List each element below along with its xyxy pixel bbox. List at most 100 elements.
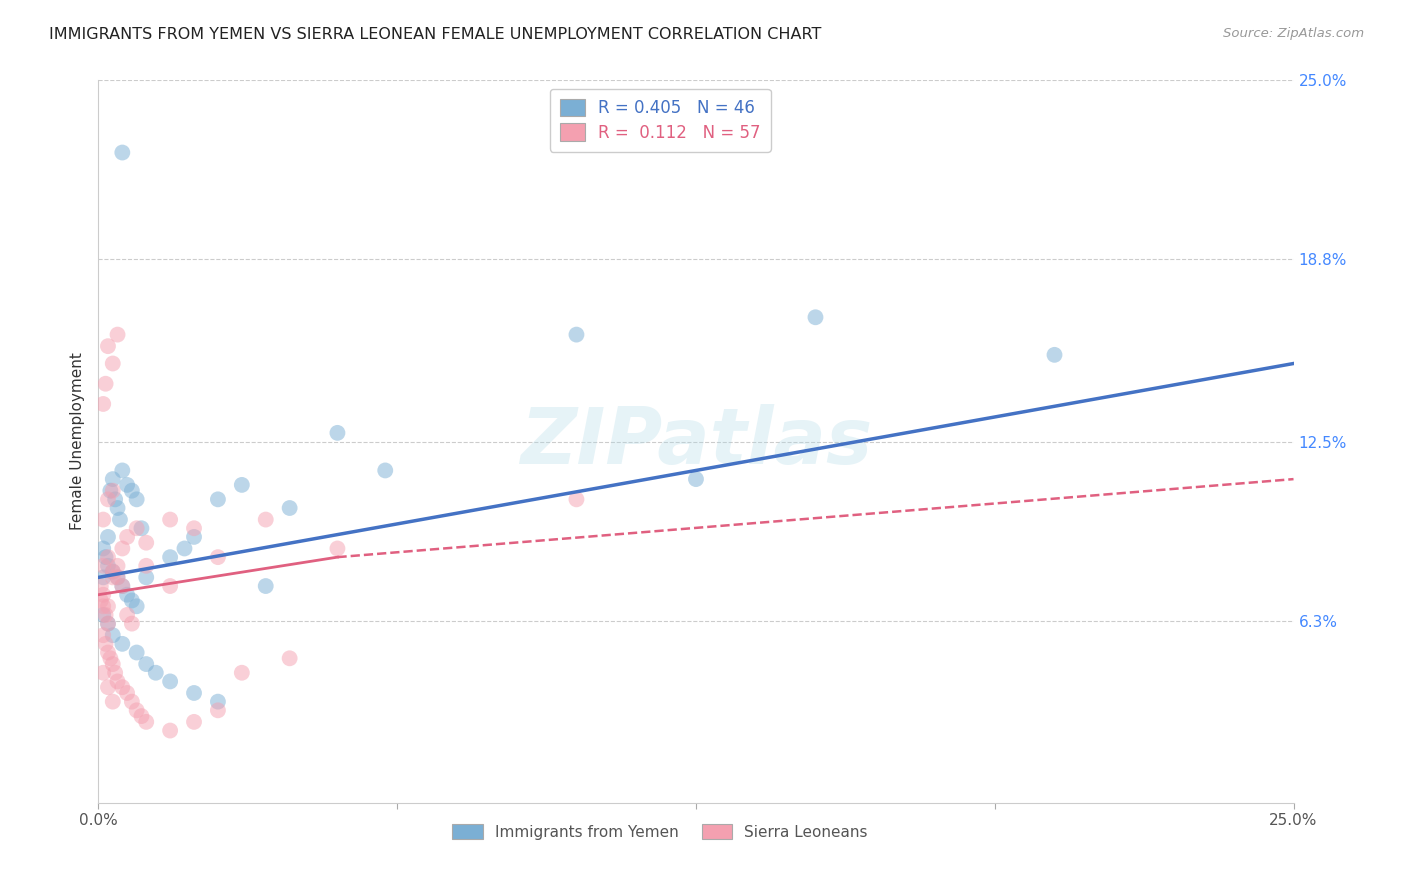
Point [159,550,181,565]
Point [97,616,120,631]
Point [107,674,129,689]
Point [91,397,114,411]
Point [326,425,349,440]
Point [135,570,157,584]
Point [97,599,120,614]
Point [804,310,827,325]
Point [97,339,120,353]
Point [131,709,153,723]
Point [104,665,127,680]
Point [97,530,120,544]
Point [91,570,114,584]
Point [91,558,114,573]
Point [565,492,588,507]
Point [97,492,120,507]
Point [111,541,134,556]
Point [231,665,253,680]
Point [91,665,114,680]
Point [183,714,205,729]
Point [125,492,148,507]
Point [254,512,277,526]
Point [125,599,148,614]
Text: IMMIGRANTS FROM YEMEN VS SIERRA LEONEAN FEMALE UNEMPLOYMENT CORRELATION CHART: IMMIGRANTS FROM YEMEN VS SIERRA LEONEAN … [49,27,821,42]
Point [107,327,129,342]
Text: Source: ZipAtlas.com: Source: ZipAtlas.com [1223,27,1364,40]
Point [183,530,205,544]
Point [111,463,134,477]
Point [90,579,112,593]
Point [231,478,253,492]
Point [101,483,124,498]
Point [159,723,181,738]
Point [111,637,134,651]
Point [159,674,181,689]
Point [121,483,143,498]
Point [98,483,122,498]
Point [111,579,134,593]
Point [254,579,277,593]
Point [115,686,138,700]
Point [135,714,157,729]
Point [207,550,229,565]
Point [115,607,138,622]
Point [111,145,134,160]
Point [207,703,229,717]
Point [101,472,124,486]
Legend: Immigrants from Yemen, Sierra Leoneans: Immigrants from Yemen, Sierra Leoneans [446,818,875,846]
Point [374,463,396,477]
Point [101,565,124,579]
Point [94,637,117,651]
Y-axis label: Female Unemployment: Female Unemployment [69,352,84,531]
Point [98,651,122,665]
Point [326,541,349,556]
Point [107,501,129,516]
Point [115,530,138,544]
Point [207,492,229,507]
Point [125,703,148,717]
Point [101,657,124,671]
Point [278,651,301,665]
Point [115,588,138,602]
Point [97,646,120,660]
Point [121,616,143,631]
Point [135,657,157,671]
Point [101,628,124,642]
Point [107,558,129,573]
Point [91,607,114,622]
Point [101,565,124,579]
Text: ZIPatlas: ZIPatlas [520,403,872,480]
Point [94,376,117,391]
Point [101,695,124,709]
Point [131,521,153,535]
Point [135,535,157,549]
Point [121,695,143,709]
Point [183,686,205,700]
Point [101,357,124,371]
Point [91,588,114,602]
Point [91,541,114,556]
Point [91,628,114,642]
Point [159,579,181,593]
Point [121,593,143,607]
Point [125,646,148,660]
Point [115,478,138,492]
Point [108,512,131,526]
Point [97,550,120,565]
Point [101,570,124,584]
Point [107,570,129,584]
Point [94,607,117,622]
Point [125,521,148,535]
Point [135,558,157,573]
Point [207,695,229,709]
Point [159,512,181,526]
Point [1043,348,1066,362]
Point [97,680,120,694]
Point [183,521,205,535]
Point [91,512,114,526]
Point [145,665,167,680]
Point [111,680,134,694]
Point [94,550,117,565]
Point [173,541,195,556]
Point [104,492,127,507]
Point [91,599,114,614]
